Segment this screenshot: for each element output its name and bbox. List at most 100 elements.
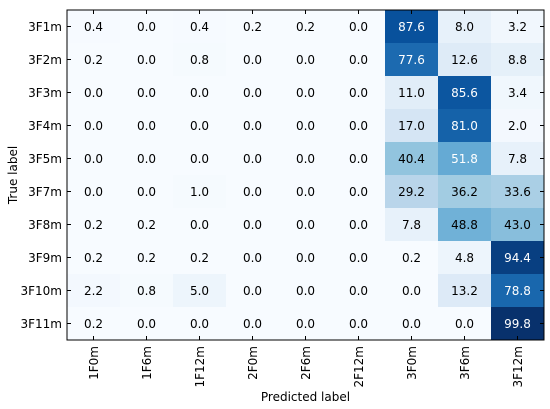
heatmap-cell bbox=[67, 307, 121, 341]
cell-value-label: 0.0 bbox=[190, 218, 209, 232]
y-tick-labels: 3F1m 3F2m 3F3m 3F4m 3F5m 3F7m 3F8m 3F9m 3F10m 3F1… bbox=[21, 20, 63, 331]
cell-value-label: 99.8 bbox=[504, 317, 531, 331]
cell-value-label: 11.0 bbox=[398, 86, 425, 100]
heatmap-cell bbox=[226, 43, 280, 77]
heatmap-cell bbox=[279, 109, 333, 143]
axis-ticks bbox=[67, 10, 544, 340]
heatmap-cell bbox=[120, 241, 174, 275]
heatmap-cell bbox=[226, 307, 280, 341]
heatmap-cell bbox=[226, 175, 280, 209]
heatmap-cell bbox=[438, 241, 492, 275]
heatmap-cell bbox=[438, 43, 492, 77]
cell-value-label: 0.0 bbox=[84, 185, 103, 199]
cell-value-label: 0.0 bbox=[296, 119, 315, 133]
cell-value-label: 0.2 bbox=[243, 20, 262, 34]
cell-value-label: 0.0 bbox=[349, 152, 368, 166]
heatmap-cell bbox=[491, 142, 545, 176]
heatmap-cell bbox=[385, 208, 439, 242]
cell-value-label: 0.8 bbox=[137, 284, 156, 298]
heatmap-cell bbox=[173, 10, 227, 44]
cell-value-label: 0.0 bbox=[137, 86, 156, 100]
cell-value-label: 0.0 bbox=[402, 284, 421, 298]
cell-value-label: 33.6 bbox=[504, 185, 531, 199]
y-axis-label: True label bbox=[6, 146, 20, 205]
cell-value-label: 36.2 bbox=[451, 185, 478, 199]
heatmap-cell bbox=[173, 43, 227, 77]
heatmap-cell bbox=[332, 307, 386, 341]
y-tick-label: 3F8m bbox=[28, 218, 62, 232]
cell-value-label: 12.6 bbox=[451, 53, 478, 67]
heatmap-cell bbox=[491, 208, 545, 242]
heatmap-cell bbox=[120, 175, 174, 209]
cell-value-label: 0.2 bbox=[84, 218, 103, 232]
cell-value-label: 40.4 bbox=[398, 152, 425, 166]
heatmap-cell bbox=[491, 43, 545, 77]
cell-value-label: 0.0 bbox=[243, 185, 262, 199]
cell-value-label: 0.0 bbox=[137, 317, 156, 331]
cell-value-label: 0.0 bbox=[190, 317, 209, 331]
heatmap-cell bbox=[279, 142, 333, 176]
cell-value-label: 0.0 bbox=[190, 152, 209, 166]
heatmap-cell bbox=[173, 307, 227, 341]
cell-value-label: 0.4 bbox=[84, 20, 103, 34]
heatmap-cell bbox=[173, 208, 227, 242]
cell-value-label: 0.0 bbox=[349, 185, 368, 199]
heatmap-cell bbox=[385, 10, 439, 44]
cell-value-label: 0.0 bbox=[349, 284, 368, 298]
cell-value-label: 2.2 bbox=[84, 284, 103, 298]
heatmap-cell bbox=[67, 274, 121, 308]
cell-value-label: 4.8 bbox=[455, 251, 474, 265]
cell-value-label: 0.2 bbox=[402, 251, 421, 265]
cell-value-label: 0.0 bbox=[137, 20, 156, 34]
cell-value-label: 0.0 bbox=[243, 86, 262, 100]
cell-value-label: 0.0 bbox=[349, 20, 368, 34]
y-tick-label: 3F4m bbox=[28, 119, 62, 133]
heatmap-cell bbox=[332, 142, 386, 176]
cell-value-label: 78.8 bbox=[504, 284, 531, 298]
cell-value-label: 5.0 bbox=[190, 284, 209, 298]
cell-value-label: 0.0 bbox=[455, 317, 474, 331]
cell-value-label: 0.2 bbox=[296, 20, 315, 34]
heatmap-cell bbox=[332, 175, 386, 209]
cell-value-label: 81.0 bbox=[451, 119, 478, 133]
x-tick-label: 3F12m bbox=[511, 346, 525, 388]
x-tick-label: 3F6m bbox=[458, 346, 472, 380]
cell-value-label: 0.0 bbox=[243, 53, 262, 67]
heatmap-cell bbox=[491, 274, 545, 308]
heatmap-cell bbox=[226, 142, 280, 176]
heatmap-cell bbox=[438, 307, 492, 341]
cell-value-label: 13.2 bbox=[451, 284, 478, 298]
heatmap-cell bbox=[385, 175, 439, 209]
cell-value-label: 0.0 bbox=[243, 218, 262, 232]
cell-value-label: 0.0 bbox=[243, 251, 262, 265]
y-tick-label: 3F1m bbox=[28, 20, 62, 34]
cell-value-label: 0.8 bbox=[190, 53, 209, 67]
cell-value-label: 43.0 bbox=[504, 218, 531, 232]
cell-value-label: 29.2 bbox=[398, 185, 425, 199]
y-tick-label: 3F7m bbox=[28, 185, 62, 199]
heatmap-cell bbox=[279, 307, 333, 341]
heatmap-cell bbox=[67, 175, 121, 209]
heatmap-cell bbox=[173, 241, 227, 275]
cell-value-label: 0.0 bbox=[349, 218, 368, 232]
cell-value-label: 94.4 bbox=[504, 251, 531, 265]
x-tick-label: 3F0m bbox=[405, 346, 419, 380]
heatmap-cell bbox=[120, 43, 174, 77]
cell-value-label: 85.6 bbox=[451, 86, 478, 100]
heatmap-cell bbox=[385, 274, 439, 308]
cell-value-label: 0.0 bbox=[190, 119, 209, 133]
x-tick-label: 1F12m bbox=[193, 346, 207, 388]
y-tick-label: 3F11m bbox=[21, 317, 63, 331]
cell-value-label: 17.0 bbox=[398, 119, 425, 133]
cell-value-label: 0.0 bbox=[243, 317, 262, 331]
heatmap-cell bbox=[226, 76, 280, 110]
heatmap-cell bbox=[120, 109, 174, 143]
heatmap-cell bbox=[279, 10, 333, 44]
heatmap-cell bbox=[173, 175, 227, 209]
cell-value-label: 0.0 bbox=[296, 152, 315, 166]
cell-value-label: 0.0 bbox=[137, 53, 156, 67]
heatmap-cell bbox=[120, 274, 174, 308]
cell-value-label: 0.0 bbox=[296, 317, 315, 331]
heatmap-cell bbox=[67, 142, 121, 176]
